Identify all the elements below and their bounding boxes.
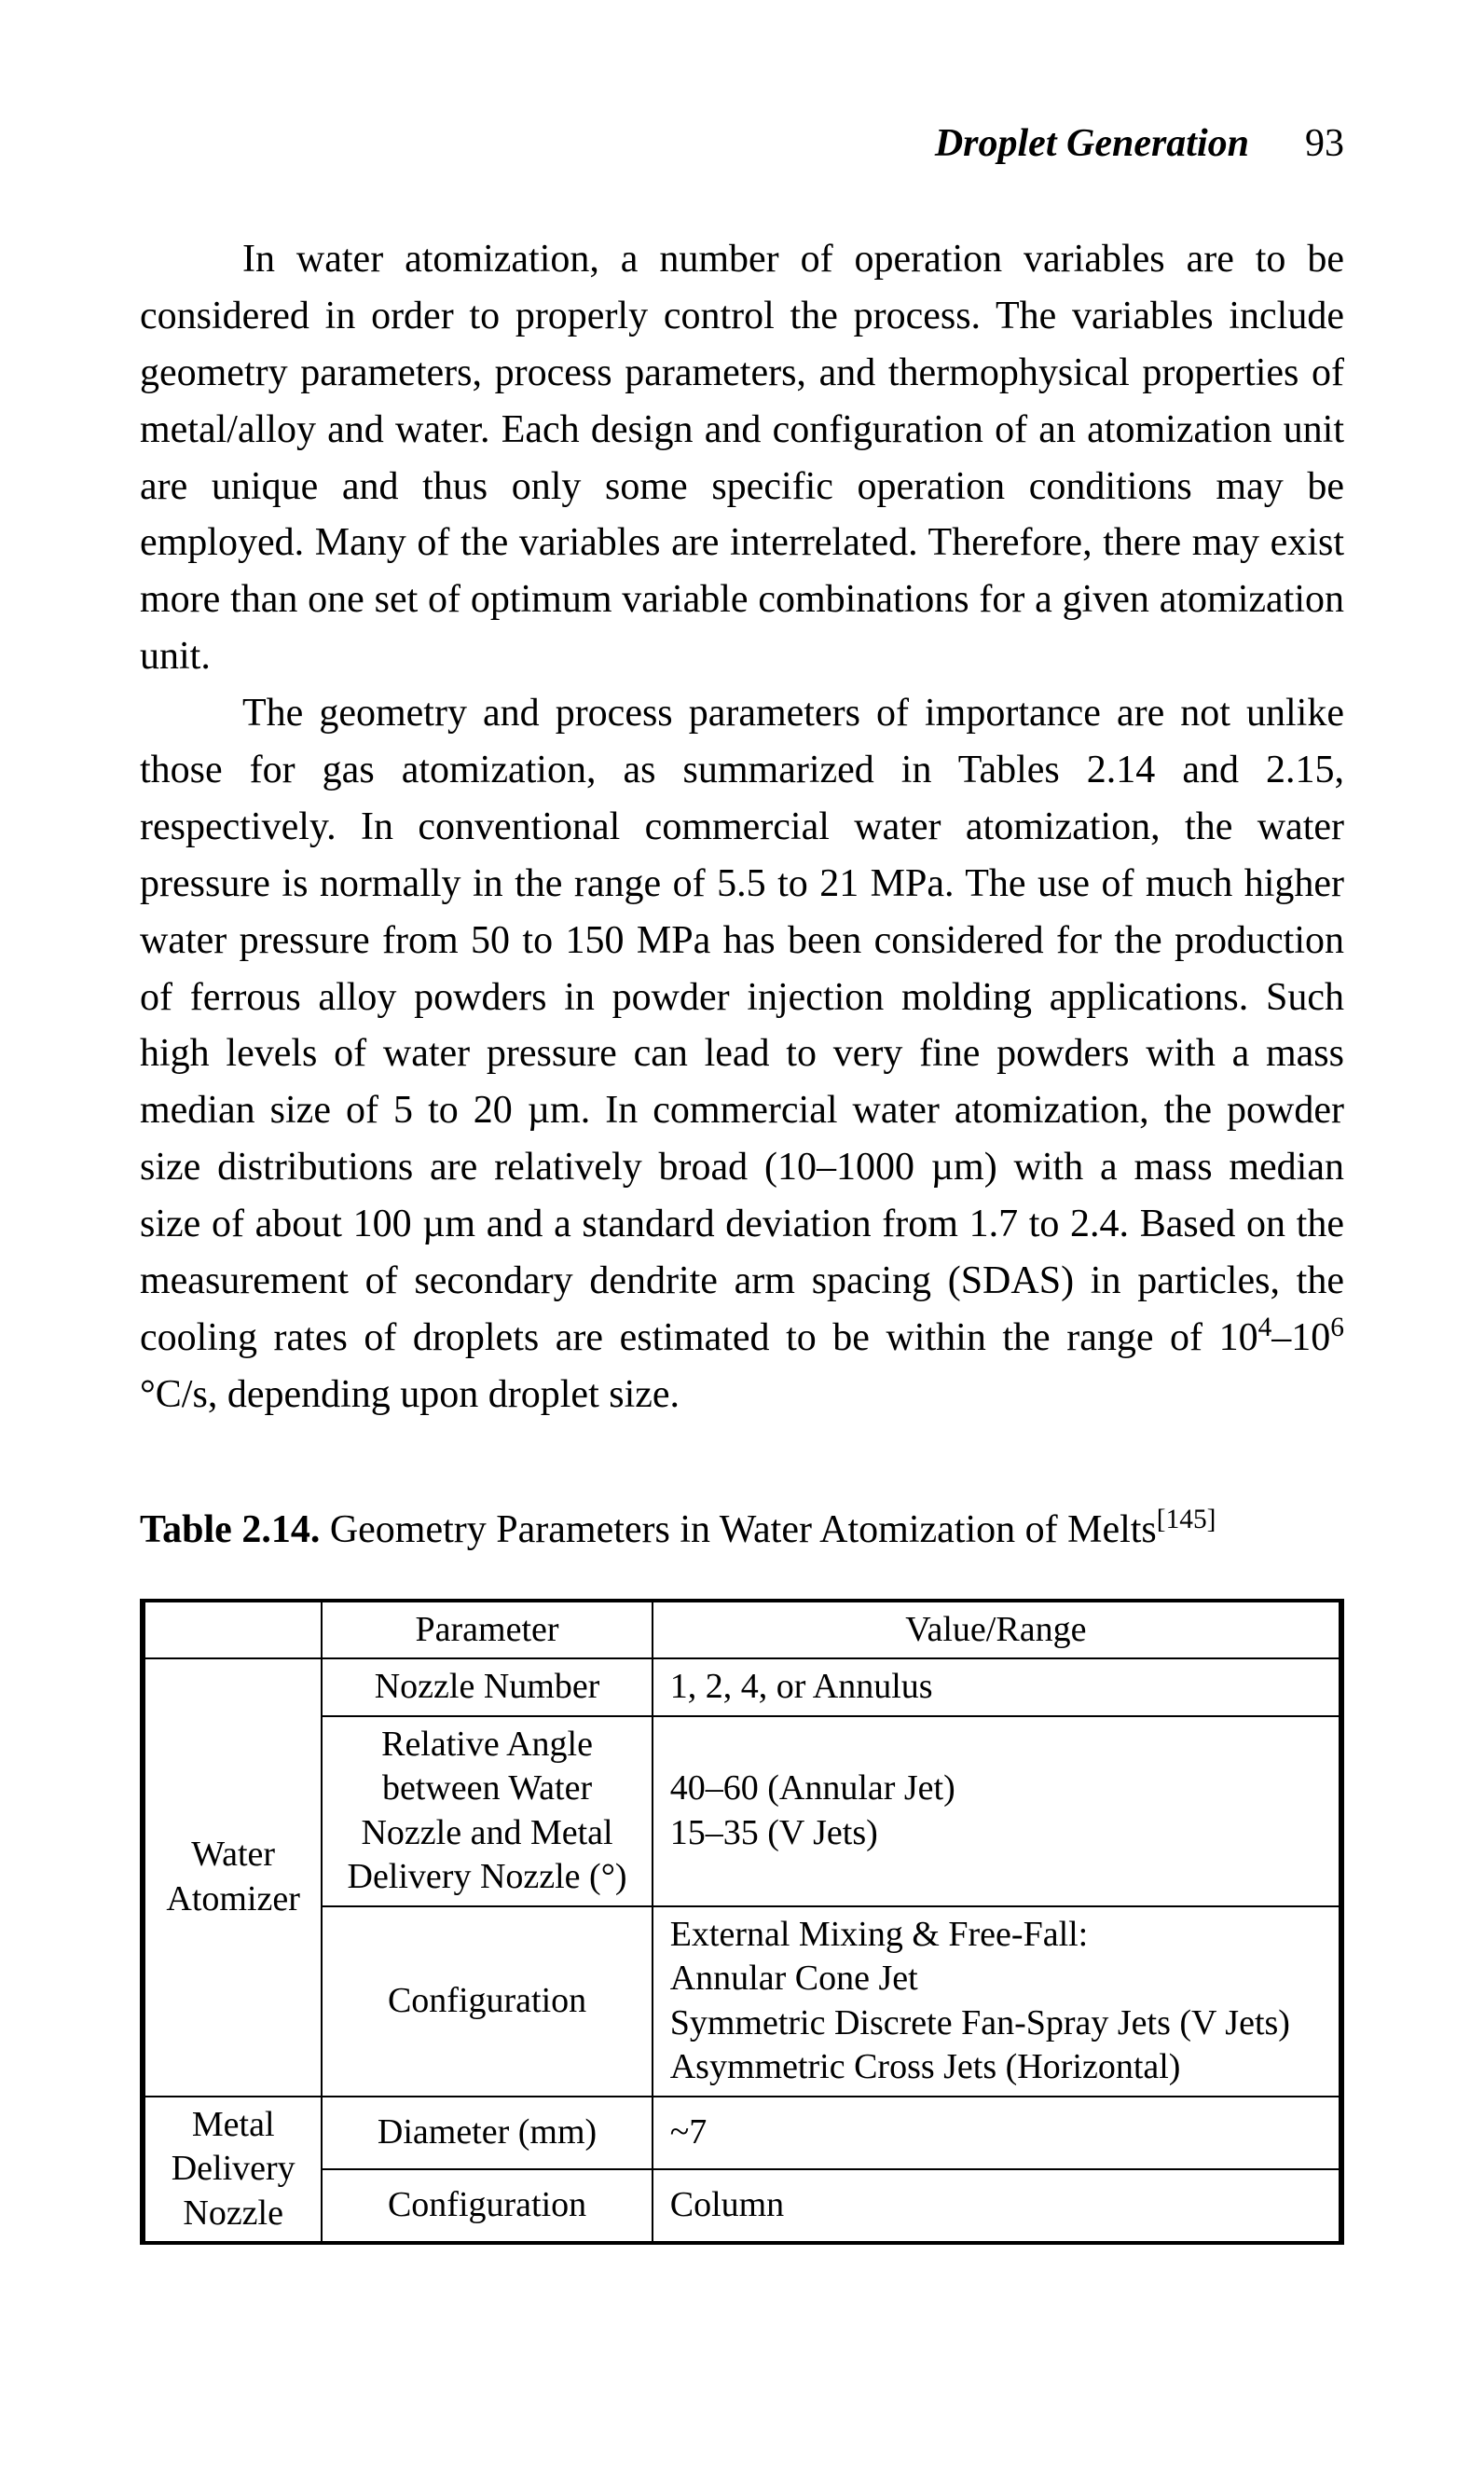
paragraph-1-text: In water atomization, a number of operat…	[140, 238, 1344, 678]
table-caption-ref: [145]	[1157, 1505, 1216, 1534]
running-head: Droplet Generation 93	[140, 121, 1344, 166]
row-head-metal-delivery-nozzle: MetalDeliveryNozzle	[143, 2097, 322, 2244]
table-head-blank	[143, 1601, 322, 1659]
cell-value: 40–60 (Annular Jet)15–35 (V Jets)	[653, 1716, 1341, 1906]
page: Droplet Generation 93 In water atomizatio…	[0, 0, 1484, 2489]
table-caption-text: Geometry Parameters in Water Atomization…	[320, 1508, 1156, 1551]
table-row: MetalDeliveryNozzle Diameter (mm) ~7	[143, 2097, 1341, 2169]
paragraph-1: In water atomization, a number of operat…	[140, 231, 1344, 685]
cell-value: External Mixing & Free-Fall:Annular Cone…	[653, 1906, 1341, 2097]
running-head-title: Droplet Generation	[935, 122, 1249, 165]
table-row: Configuration External Mixing & Free-Fal…	[143, 1906, 1341, 2097]
row-head-water-atomizer: WaterAtomizer	[143, 1658, 322, 2097]
table-row: Relative Anglebetween WaterNozzle and Me…	[143, 1716, 1341, 1906]
cell-value: ~7	[653, 2097, 1341, 2169]
cell-param: Diameter (mm)	[322, 2097, 652, 2169]
paragraph-2-text-b: °C/s, depending upon droplet size.	[140, 1373, 680, 1416]
paragraph-2: The geometry and process parameters of i…	[140, 685, 1344, 1423]
page-number: 93	[1305, 122, 1344, 165]
exponent-6: 6	[1330, 1313, 1344, 1342]
paragraph-2-dash: –10	[1271, 1316, 1330, 1359]
table-row: Configuration Column	[143, 2169, 1341, 2243]
cell-param: Nozzle Number	[322, 1658, 652, 1716]
cell-value: 1, 2, 4, or Annulus	[653, 1658, 1341, 1716]
table-caption: Table 2.14. Geometry Parameters in Water…	[140, 1507, 1344, 1552]
paragraph-2-text-a: The geometry and process parameters of i…	[140, 692, 1344, 1359]
table-header-row: Parameter Value/Range	[143, 1601, 1341, 1659]
cell-param: Relative Anglebetween WaterNozzle and Me…	[322, 1716, 652, 1906]
table-row: WaterAtomizer Nozzle Number 1, 2, 4, or …	[143, 1658, 1341, 1716]
cell-value: Column	[653, 2169, 1341, 2243]
exponent-4: 4	[1258, 1313, 1272, 1342]
table-head-parameter: Parameter	[322, 1601, 652, 1659]
table-caption-label: Table 2.14.	[140, 1508, 320, 1551]
geometry-table: Parameter Value/Range WaterAtomizer Nozz…	[140, 1599, 1344, 2246]
cell-param: Configuration	[322, 1906, 652, 2097]
cell-param: Configuration	[322, 2169, 652, 2243]
table-head-value: Value/Range	[653, 1601, 1341, 1659]
